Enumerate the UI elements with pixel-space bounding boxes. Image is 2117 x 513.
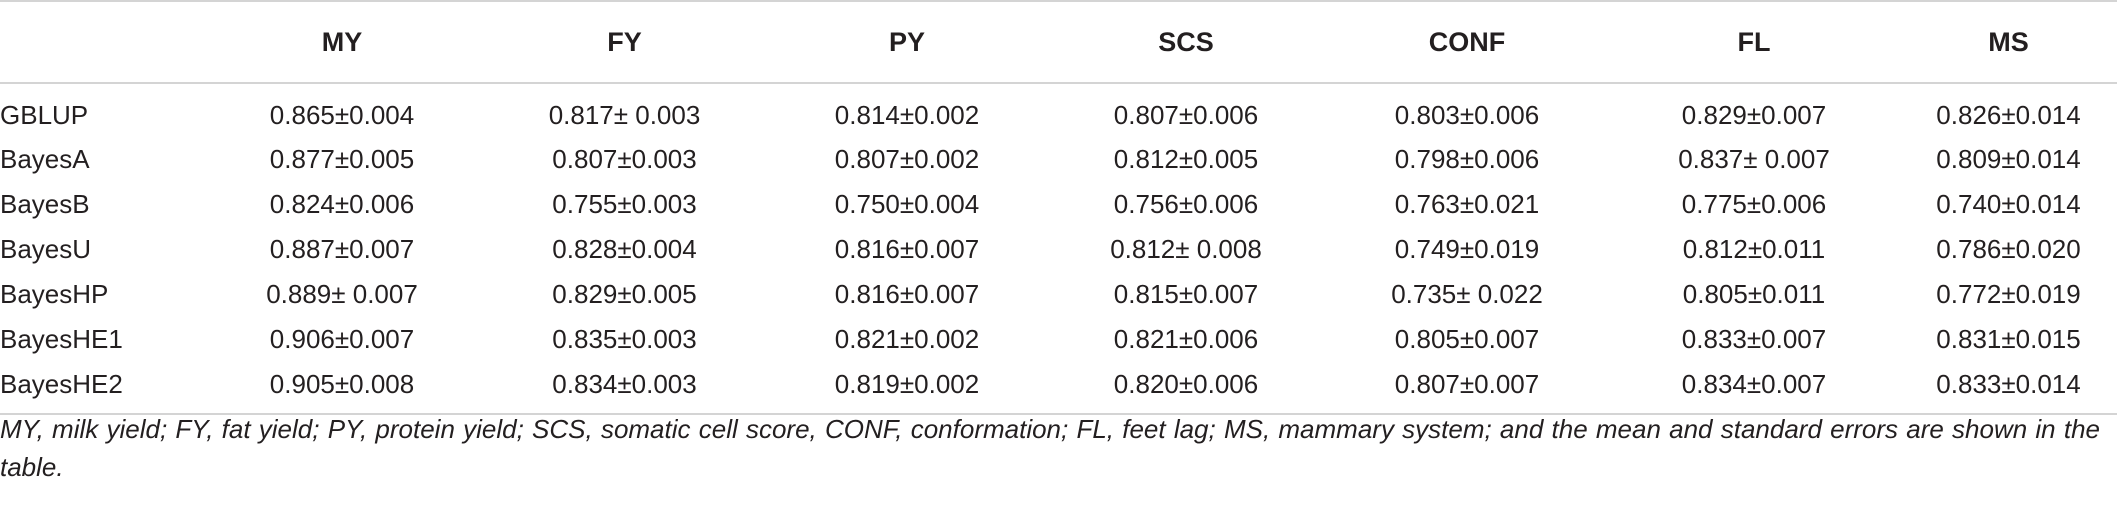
table-cell: 0.798±0.006: [1394, 144, 1540, 174]
row-model-name: GBLUP: [0, 99, 89, 130]
table-cell: 0.772±0.019: [1936, 279, 2081, 309]
table-header: MY FY PY SCS CONF FL MS: [0, 0, 2117, 84]
header-cell-fy: FY: [481, 0, 768, 84]
table-cell: 0.828±0.004: [552, 234, 697, 264]
results-table: MY FY PY SCS CONF FL MS GBLUP 0.865±0.00…: [0, 0, 2117, 415]
table-cell: 0.814±0.002: [834, 99, 980, 130]
table-cell: 0.750±0.004: [834, 189, 980, 219]
table-cell: 0.824±0.006: [269, 189, 415, 219]
table-cell: 0.807±0.003: [552, 144, 697, 174]
table-cell: 0.887±0.007: [269, 234, 415, 264]
row-model-name: BayesHP: [0, 279, 109, 309]
table-cell: 0.749±0.019: [1394, 234, 1540, 264]
table-cell: 0.735± 0.022: [1391, 279, 1543, 309]
table-cell: 0.829±0.007: [1681, 99, 1827, 130]
table-cell: 0.833±0.007: [1681, 324, 1827, 354]
table-cell: 0.905±0.008: [203, 362, 481, 415]
row-model-name: BayesU: [0, 234, 92, 264]
table-cell: 0.807±0.007: [1326, 362, 1608, 415]
table-row: BayesHE2 0.905±0.008 0.834±0.003 0.819±0…: [0, 362, 2117, 415]
table-row: GBLUP 0.865±0.004 0.817± 0.003 0.814±0.0…: [0, 83, 2117, 137]
row-model-name: BayesA: [0, 144, 90, 174]
table-cell: 0.816±0.007: [834, 279, 980, 309]
table-cell: 0.835±0.003: [552, 324, 697, 354]
table-cell: 0.821±0.002: [834, 324, 980, 354]
table-cell: 0.812±0.011: [1682, 234, 1826, 264]
table-cell: 0.820±0.006: [1046, 362, 1326, 415]
table-cell: 0.809±0.014: [1936, 144, 2081, 174]
table-cell: 0.817± 0.003: [548, 99, 701, 130]
table-cell: 0.906±0.007: [269, 324, 415, 354]
header-cell-ms: MS: [1900, 0, 2117, 84]
table-cell: 0.833±0.014: [1900, 362, 2117, 415]
table-cell: 0.812± 0.008: [1110, 234, 1262, 264]
header-cell-my: MY: [203, 0, 481, 84]
table-cell: 0.815±0.007: [1113, 279, 1259, 309]
header-cell-fl: FL: [1608, 0, 1900, 84]
table-cell: 0.740±0.014: [1936, 189, 2081, 219]
table-cell: 0.763±0.021: [1394, 189, 1540, 219]
header-cell-py: PY: [768, 0, 1046, 84]
row-model-name: BayesHE2: [0, 362, 203, 415]
header-cell-model: [0, 0, 203, 84]
table-row: BayesU 0.887±0.007 0.828±0.004 0.816±0.0…: [0, 227, 2117, 272]
table-row: BayesB 0.824±0.006 0.755±0.003 0.750±0.0…: [0, 182, 2117, 227]
table-cell: 0.826±0.014: [1936, 99, 2081, 130]
table-row: BayesHP 0.889± 0.007 0.829±0.005 0.816±0…: [0, 272, 2117, 317]
table-cell: 0.812±0.005: [1113, 144, 1259, 174]
header-row: MY FY PY SCS CONF FL MS: [0, 0, 2117, 84]
table-cell: 0.807±0.002: [834, 144, 980, 174]
table-cell: 0.829±0.005: [552, 279, 697, 309]
table-footnote: MY, milk yield; FY, fat yield; PY, prote…: [0, 414, 2100, 482]
table-cell: 0.805±0.007: [1394, 324, 1540, 354]
table-row: BayesHE1 0.906±0.007 0.835±0.003 0.821±0…: [0, 317, 2117, 362]
table-cell: 0.803±0.006: [1394, 99, 1540, 130]
table-cell: 0.821±0.006: [1113, 324, 1259, 354]
table-cell: 0.865±0.004: [269, 99, 415, 130]
table-cell: 0.834±0.003: [481, 362, 768, 415]
table-cell: 0.786±0.020: [1936, 234, 2081, 264]
table-cell: 0.755±0.003: [552, 189, 697, 219]
table-cell: 0.831±0.015: [1936, 324, 2081, 354]
table-cell: 0.819±0.002: [768, 362, 1046, 415]
table-cell: 0.775±0.006: [1681, 189, 1827, 219]
table-cell: 0.805±0.011: [1682, 279, 1826, 309]
table-body: GBLUP 0.865±0.004 0.817± 0.003 0.814±0.0…: [0, 83, 2117, 415]
table-cell: 0.834±0.007: [1608, 362, 1900, 415]
table-cell: 0.837± 0.007: [1678, 144, 1830, 174]
row-model-name: BayesB: [0, 189, 90, 219]
table-row: BayesA 0.877±0.005 0.807±0.003 0.807±0.0…: [0, 137, 2117, 182]
table-cell: 0.816±0.007: [834, 234, 980, 264]
table-cell: 0.889± 0.007: [266, 279, 418, 309]
table-cell: 0.877±0.005: [269, 144, 415, 174]
table-cell: 0.756±0.006: [1113, 189, 1259, 219]
header-cell-conf: CONF: [1326, 0, 1608, 84]
row-model-name: BayesHE1: [0, 324, 123, 354]
table-cell: 0.807±0.006: [1113, 99, 1259, 130]
header-cell-scs: SCS: [1046, 0, 1326, 84]
